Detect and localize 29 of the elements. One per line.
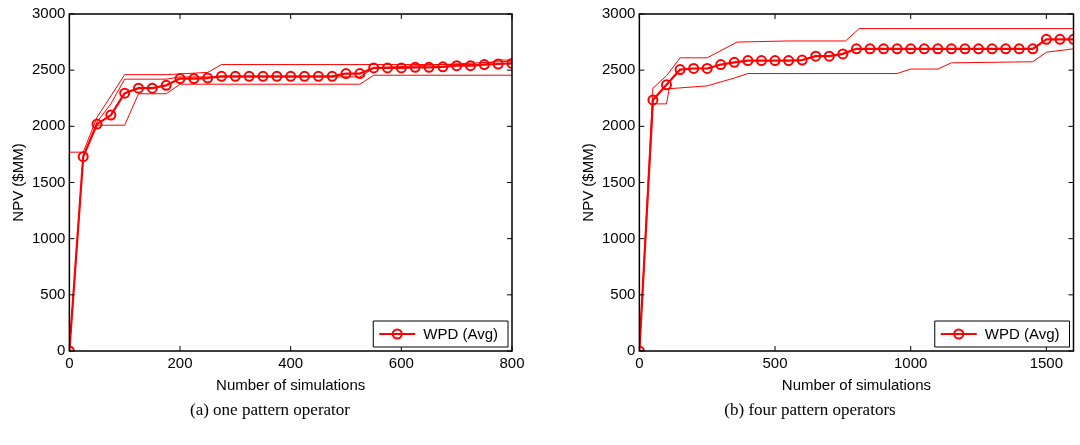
- x-tick-label: 500: [762, 354, 788, 372]
- x-axis-title: Number of simulations: [781, 376, 932, 394]
- x-tick-label: 400: [278, 354, 304, 372]
- x-axis-title: Number of simulations: [216, 376, 366, 394]
- text: (b) four pattern operators: [723, 400, 897, 420]
- x-tick-label: 1000: [894, 354, 928, 372]
- x-tick-label: 600: [388, 354, 414, 372]
- x-tick-label: 1500: [1029, 354, 1064, 372]
- y-tick-label: 1000: [601, 228, 636, 246]
- y-tick-label: 500: [610, 284, 636, 302]
- y-tick-label: 1000: [31, 228, 66, 246]
- y-axis-title: NPV ($MM): [579, 143, 597, 222]
- y-tick-label: 2500: [601, 60, 636, 78]
- y-tick-label: 0: [57, 341, 66, 359]
- y-tick-label: 1500: [601, 172, 636, 190]
- y-tick-label: 1500: [31, 172, 66, 190]
- x-tick-label: 800: [499, 354, 525, 372]
- y-tick-label: 2000: [601, 116, 636, 134]
- x-tick-label: 200: [167, 354, 193, 372]
- legend-label: WPD (Avg): [423, 325, 499, 343]
- text: (a) one pattern operator: [189, 400, 351, 420]
- y-tick-label: 2500: [31, 60, 66, 78]
- y-tick-label: 0: [627, 341, 636, 359]
- y-tick-label: 3000: [31, 4, 66, 22]
- y-axis-title: NPV ($MM): [9, 143, 27, 222]
- legend-label: WPD (Avg): [984, 325, 1060, 343]
- y-tick-label: 3000: [601, 4, 636, 22]
- y-tick-label: 2000: [31, 116, 66, 134]
- y-tick-label: 500: [40, 284, 66, 302]
